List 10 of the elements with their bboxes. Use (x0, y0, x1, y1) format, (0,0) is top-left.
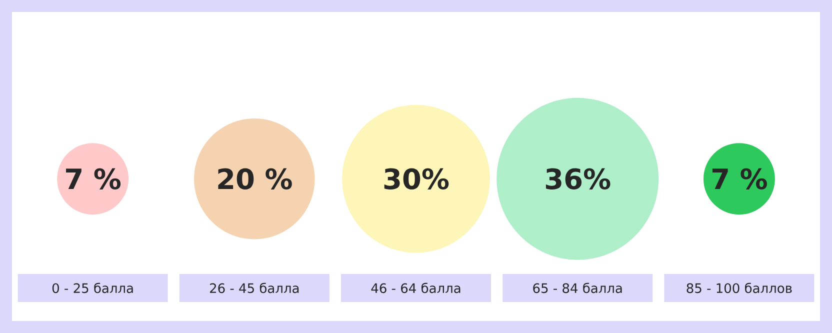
category-label: 0 - 25 балла (52, 282, 133, 294)
category-label: 65 - 84 балла (533, 282, 622, 294)
data-label: 7 % (712, 168, 767, 190)
category-label: 46 - 64 балла (371, 282, 460, 294)
data-label: 30% (384, 168, 449, 190)
category-label: 26 - 45 балла (210, 282, 299, 294)
data-label: 36% (546, 168, 610, 190)
data-label: 7 % (66, 168, 121, 190)
category-label: 85 - 100 баллов (686, 282, 792, 294)
data-label: 20 % (218, 168, 292, 190)
